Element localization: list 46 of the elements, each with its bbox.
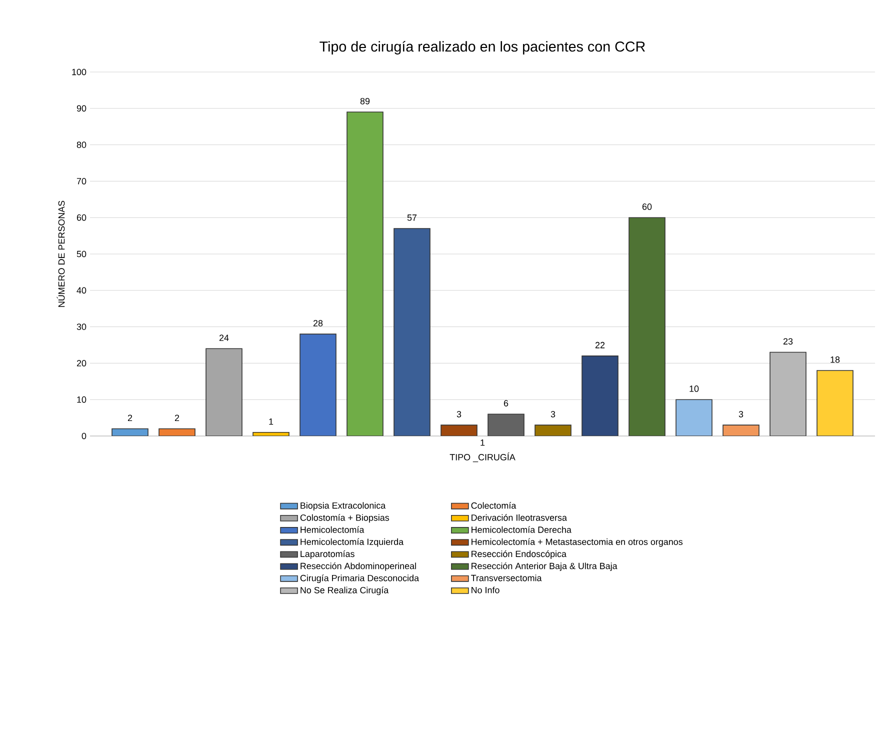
legend-label: Laparotomías — [300, 550, 354, 559]
legend-label: Hemicolectomía Izquierda — [300, 538, 404, 547]
legend-label: Derivación Ileotrasversa — [472, 514, 567, 521]
data-label: 2 — [174, 414, 180, 421]
y-tick-label: 0 — [82, 432, 86, 440]
data-label: 3 — [550, 411, 556, 418]
legend-label: Hemicolectomía Derecha — [472, 526, 572, 533]
data-label: 10 — [690, 386, 699, 392]
chart-title: Tipo de cirugía realizado en los pacientes con CCR — [320, 40, 645, 55]
y-tick-label: 30 — [76, 324, 86, 330]
y-tick-label: 50 — [76, 250, 86, 258]
legend-label: No Info — [472, 586, 500, 594]
y-tick-label: 80 — [76, 142, 86, 148]
y-tick-label: 20 — [76, 360, 86, 366]
data-label: 60 — [642, 204, 652, 210]
data-label: 57 — [407, 214, 417, 221]
data-label: 23 — [783, 338, 793, 345]
x-axis-title: TIPO _CIRUGÍA — [450, 452, 516, 462]
y-tick-label: 60 — [76, 214, 86, 221]
data-label: 3 — [456, 411, 462, 418]
y-tick-label: 40 — [76, 287, 86, 294]
legend-label: Resección Anterior Baja & Ultra Baja — [472, 562, 618, 571]
legend-label: Resección Abdominoperineal — [300, 562, 416, 571]
data-label: 22 — [595, 342, 605, 348]
y-tick-label: 10 — [77, 396, 86, 403]
legend-label: Hemicolectomía + Metastasectomia en otros organos — [472, 538, 683, 547]
data-label: 1 — [269, 418, 274, 425]
y-axis-title: NÚMERO DE PERSONAS — [56, 200, 65, 307]
data-label: 2 — [128, 414, 132, 421]
data-label: 18 — [830, 356, 840, 363]
legend-label: Cirugía Primaria Desconocida — [300, 574, 420, 584]
y-tick-label: 70 — [76, 178, 86, 184]
legend-label: Colectomía — [471, 502, 516, 509]
y-tick-label: 100 — [72, 68, 86, 76]
legend-label: Resección Endoscópica — [472, 550, 566, 559]
legend-label: Biopsia Extracolonica — [300, 502, 386, 510]
data-label: 6 — [504, 400, 508, 406]
legend-label: No Se Realiza Cirugía — [300, 586, 389, 596]
data-label: 89 — [360, 98, 370, 104]
y-tick-label: 90 — [76, 105, 86, 112]
data-label: 3 — [738, 411, 744, 418]
legend-label: Transversectomia — [471, 574, 542, 582]
legend-label: Colostomía + Biopsias — [300, 514, 390, 523]
data-label: 24 — [219, 334, 229, 341]
data-label: 28 — [313, 320, 323, 326]
legend-label: Hemicolectomía — [300, 526, 364, 533]
